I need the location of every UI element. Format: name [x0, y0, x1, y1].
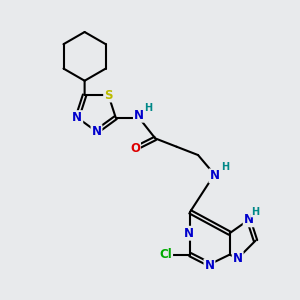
Text: H: H [251, 206, 259, 217]
Text: O: O [130, 142, 140, 155]
Text: H: H [144, 103, 152, 113]
Text: N: N [72, 111, 82, 124]
Text: N: N [209, 169, 219, 182]
Text: N: N [233, 252, 243, 265]
Text: S: S [104, 88, 112, 101]
Text: N: N [184, 227, 194, 240]
Text: H: H [221, 162, 229, 172]
Text: Cl: Cl [159, 248, 172, 261]
Text: N: N [134, 109, 144, 122]
Text: N: N [204, 260, 214, 272]
Text: N: N [244, 213, 254, 226]
Text: N: N [92, 125, 101, 138]
